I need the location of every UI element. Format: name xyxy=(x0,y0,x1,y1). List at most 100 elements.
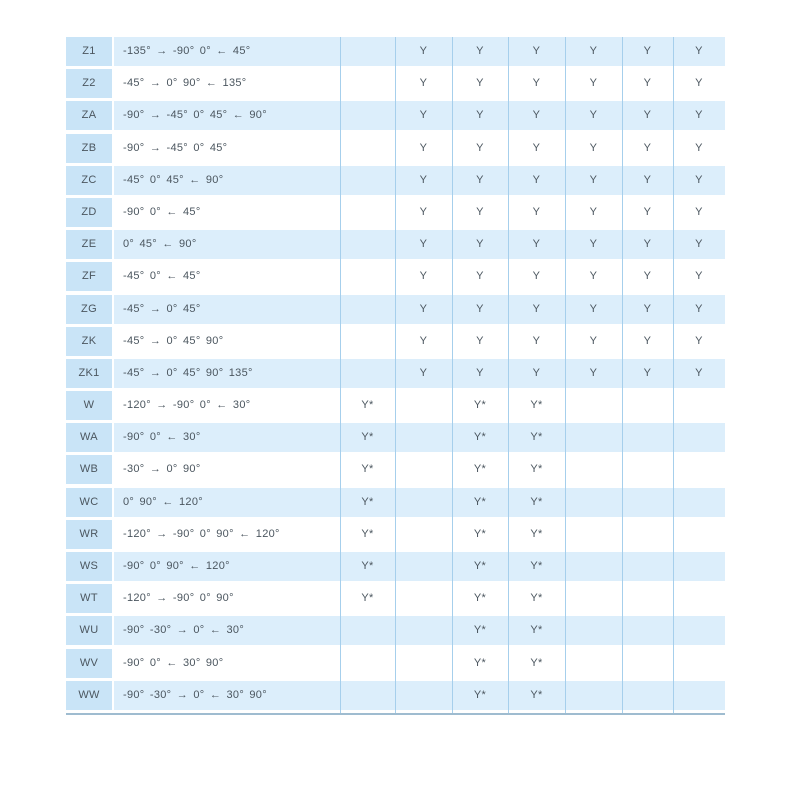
table-row: WU -90° -30° → 0° ← 30° Y* Y* xyxy=(66,616,725,646)
row-value-cell: Y xyxy=(476,366,484,379)
row-band: -45° → 0° 45° 90° Y Y Y Y Y Y xyxy=(114,326,725,356)
row-code-label: WB xyxy=(66,455,112,485)
row-code-label: ZC xyxy=(66,165,112,195)
table-row: ZA -90° → -45° 0° 45° ← 90° Y Y Y Y Y Y xyxy=(66,101,725,131)
row-code-label: Z2 xyxy=(66,69,112,99)
row-angle-sequence: -45° → 0° 45° 90° xyxy=(123,334,224,347)
row-value-cell xyxy=(565,391,622,420)
row-band: -135° → -90° 0° ← 45° Y Y Y Y Y Y xyxy=(114,37,725,66)
table-row: WV -90° 0° ← 30° 90° Y* Y* xyxy=(66,648,725,678)
row-band: -90° -30° → 0° ← 30° 90° Y* Y* xyxy=(114,680,725,710)
row-value-cell: Y xyxy=(643,238,652,251)
row-band: -90° -30° → 0° ← 30° Y* Y* xyxy=(114,616,725,646)
row-value-cell: Y* xyxy=(473,527,487,540)
row-angle-sequence: -90° → -45° 0° 45° xyxy=(123,141,228,154)
row-value-cell: Y xyxy=(695,173,703,186)
row-value-cell: Y* xyxy=(361,560,374,572)
table-row: ZC -45° 0° 45° ← 90° Y Y Y Y Y Y xyxy=(66,165,725,195)
row-value-cell: Y xyxy=(476,45,484,57)
row-code-label: WT xyxy=(66,584,112,614)
row-value-cell: Y xyxy=(532,366,541,379)
row-angle-sequence: -90° -30° → 0° ← 30° 90° xyxy=(123,688,267,701)
row-value-cell: Y* xyxy=(361,463,374,476)
row-value-cell: Y xyxy=(419,334,428,347)
row-angle-sequence: -45° → 0° 45° xyxy=(123,302,201,315)
row-value-cell: Y xyxy=(643,45,652,57)
row-value-cell xyxy=(340,681,395,710)
row-band: -45° 0° ← 45° Y Y Y Y Y Y xyxy=(114,262,725,292)
row-angle-sequence: -90° -30° → 0° ← 30° xyxy=(123,624,245,637)
row-value-cell: Y* xyxy=(361,527,374,540)
row-value-cell: Y xyxy=(532,334,541,347)
table-row: WR -120° → -90° 0° 90° ← 120° Y* Y* Y* xyxy=(66,519,725,549)
row-code-label: ZK1 xyxy=(66,358,112,388)
row-value-cell xyxy=(395,649,452,678)
row-value-cell: Y* xyxy=(530,431,543,444)
row-value-cell: Y xyxy=(476,334,484,347)
row-band: -120° → -90° 0° 90° Y* Y* Y* xyxy=(114,584,725,614)
row-angle-sequence: -135° → -90° 0° ← 45° xyxy=(123,45,251,57)
row-value-cell: Y xyxy=(695,334,703,347)
row-value-cell: Y* xyxy=(530,592,543,605)
table-body: Z1 -135° → -90° 0° ← 45° Y Y Y Y Y Y Z2 -45° → 0°… xyxy=(66,37,725,710)
table-row: WS -90° 0° 90° ← 120° Y* Y* Y* xyxy=(66,552,725,581)
row-value-cell xyxy=(340,616,395,645)
row-value-cell xyxy=(622,681,673,710)
row-value-cell: Y xyxy=(589,141,598,154)
table-row: ZF -45° 0° ← 45° Y Y Y Y Y Y xyxy=(66,262,725,292)
row-code-label: ZD xyxy=(66,197,112,227)
row-code-label: WU xyxy=(66,616,112,646)
row-value-cell: Y* xyxy=(530,495,543,508)
row-value-cell: Y xyxy=(695,77,703,90)
row-value-cell xyxy=(673,520,725,549)
row-value-cell: Y xyxy=(589,334,598,347)
row-value-cell: Y xyxy=(695,109,703,122)
row-value-cell xyxy=(622,520,673,549)
row-value-cell: Y xyxy=(589,270,598,283)
row-code-label: ZK xyxy=(66,326,112,356)
table-row: Z1 -135° → -90° 0° ← 45° Y Y Y Y Y Y xyxy=(66,37,725,66)
table-row: WC 0° 90° ← 120° Y* Y* Y* xyxy=(66,487,725,517)
row-value-cell xyxy=(340,327,395,356)
row-angle-sequence: -120° → -90° 0° 90° xyxy=(123,592,234,605)
row-value-cell xyxy=(395,584,452,613)
row-value-cell: Y* xyxy=(361,495,374,508)
row-value-cell: Y* xyxy=(473,592,487,605)
row-value-cell: Y xyxy=(476,302,484,315)
row-value-cell: Y* xyxy=(473,399,487,412)
row-value-cell: Y xyxy=(643,141,652,154)
row-angle-sequence: -120° → -90° 0° 90° ← 120° xyxy=(123,527,280,540)
row-value-cell: Y xyxy=(589,109,598,122)
row-value-cell: Y* xyxy=(530,463,543,476)
table-row: ZK -45° → 0° 45° 90° Y Y Y Y Y Y xyxy=(66,326,725,356)
row-value-cell xyxy=(565,649,622,678)
row-value-cell xyxy=(395,423,452,452)
row-angle-sequence: -45° → 0° 90° ← 135° xyxy=(123,77,247,90)
row-code-label: WW xyxy=(66,680,112,710)
row-value-cell xyxy=(673,681,725,710)
row-value-cell: Y xyxy=(695,45,703,57)
row-value-cell: Y xyxy=(643,334,652,347)
row-code-label: ZE xyxy=(66,230,112,260)
row-value-cell: Y xyxy=(643,270,652,283)
row-band: -45° → 0° 45° Y Y Y Y Y Y xyxy=(114,294,725,324)
row-value-cell xyxy=(340,649,395,678)
row-value-cell: Y* xyxy=(473,688,487,701)
row-value-cell: Y xyxy=(532,45,541,57)
row-value-cell xyxy=(340,198,395,227)
row-value-cell: Y xyxy=(532,238,541,251)
row-value-cell xyxy=(395,520,452,549)
row-code-label: WR xyxy=(66,519,112,549)
row-value-cell xyxy=(673,455,725,484)
row-value-cell: Y xyxy=(476,205,484,218)
row-value-cell: Y xyxy=(643,366,652,379)
row-value-cell xyxy=(340,295,395,324)
row-value-cell xyxy=(340,166,395,195)
row-value-cell: Y xyxy=(476,109,484,122)
row-band: -45° → 0° 90° ← 135° Y Y Y Y Y Y xyxy=(114,69,725,99)
table-row: WB -30° → 0° 90° Y* Y* Y* xyxy=(66,455,725,485)
row-value-cell xyxy=(395,455,452,484)
row-angle-sequence: -45° 0° ← 45° xyxy=(123,270,201,283)
row-value-cell: Y xyxy=(532,109,541,122)
